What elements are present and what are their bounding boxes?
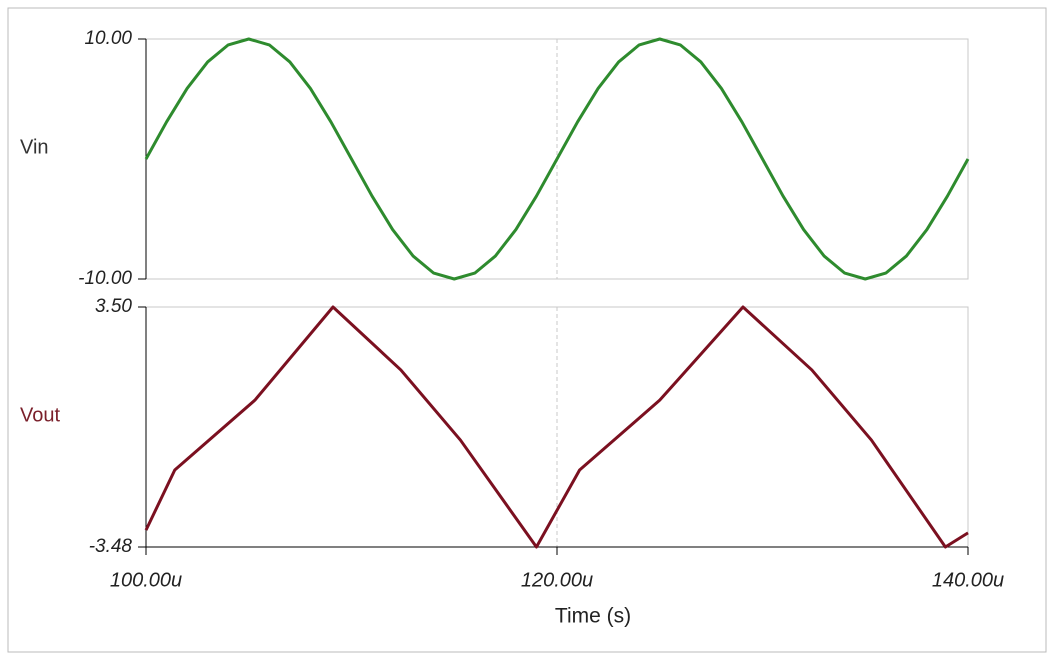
x-tick-label: 100.00u — [110, 569, 182, 591]
y-axis-label: Vin — [20, 136, 49, 158]
series-line — [144, 37, 970, 281]
x-axis-label: Time (s) — [555, 605, 631, 628]
x-tick-label: 120.00u — [521, 569, 593, 591]
y-tick-label: 10.00 — [84, 28, 132, 49]
x-tick-label: 140.00u — [932, 569, 1004, 591]
y-tick-label: -3.48 — [89, 536, 133, 557]
y-tick-label: 3.50 — [95, 296, 132, 317]
y-tick-label: -10.00 — [78, 268, 132, 289]
series-line — [144, 305, 969, 549]
y-axis-label: Vout — [20, 404, 60, 426]
frame — [7, 7, 1047, 653]
